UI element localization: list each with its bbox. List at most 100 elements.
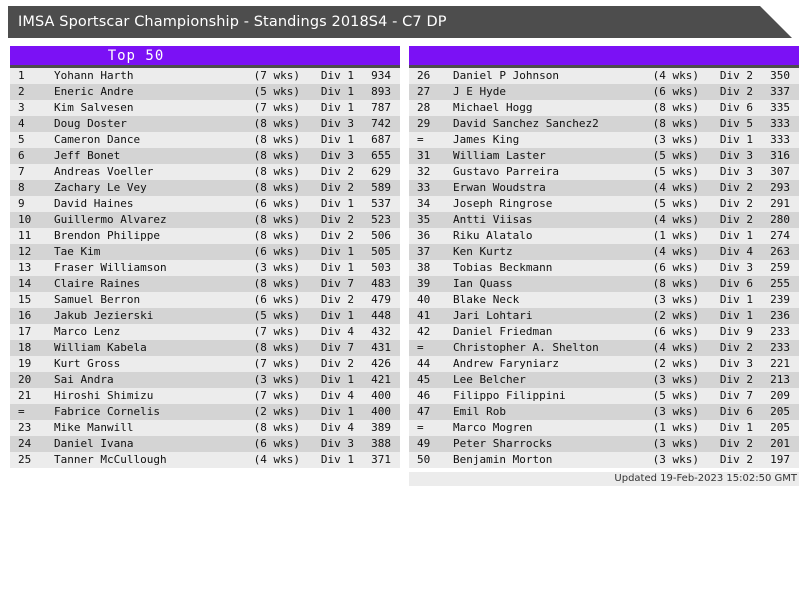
standings-panel-left: Top 50 1 Yohann Harth (7 wks) Div 1 934 2 Ener… [10,46,400,468]
row-weeks: (8 wks) [253,421,300,434]
row-rank: 14 [18,277,32,290]
standings-panel-right: 26 Daniel P Johnson (4 wks) Div 2 350 27 J E H… [409,46,799,468]
row-weeks: (2 wks) [253,405,300,418]
row-rank: 20 [18,373,32,386]
row-rank: = [417,133,424,146]
panel-header-left: Top 50 [10,46,400,68]
row-weeks: (4 wks) [652,69,699,82]
row-name: Tae Kim [54,245,101,258]
row-points: 274 [770,229,790,242]
row-name: Samuel Berron [54,293,141,306]
table-row: 11 Brendon Philippe (8 wks) Div 2 506 [10,228,400,244]
row-name: Ken Kurtz [453,245,513,258]
row-rank: 25 [18,453,32,466]
table-row: 49 Peter Sharrocks (3 wks) Div 2 201 [409,436,799,452]
row-name: Daniel Ivana [54,437,134,450]
row-rank: 33 [417,181,431,194]
row-rank: = [18,405,25,418]
row-weeks: (8 wks) [253,341,300,354]
row-division: Div 1 [320,453,354,466]
row-points: 787 [371,101,391,114]
row-points: 426 [371,357,391,370]
row-points: 221 [770,357,790,370]
row-division: Div 1 [320,197,354,210]
row-weeks: (5 wks) [253,85,300,98]
row-points: 479 [371,293,391,306]
row-division: Div 4 [320,421,354,434]
row-rank: 36 [417,229,431,242]
row-points: 205 [770,405,790,418]
row-division: Div 2 [320,229,354,242]
table-row: 18 William Kabela (8 wks) Div 7 431 [10,340,400,356]
row-points: 483 [371,277,391,290]
row-points: 448 [371,309,391,322]
row-rank: 12 [18,245,32,258]
row-weeks: (6 wks) [253,245,300,258]
row-division: Div 3 [320,149,354,162]
row-weeks: (4 wks) [652,213,699,226]
row-points: 255 [770,277,790,290]
row-division: Div 2 [719,197,753,210]
table-row: 29 David Sanchez Sanchez2 (8 wks) Div 5 333 [409,116,799,132]
row-division: Div 7 [320,277,354,290]
table-row: 5 Cameron Dance (8 wks) Div 1 687 [10,132,400,148]
row-weeks: (8 wks) [253,165,300,178]
row-name: Christopher A. Shelton [453,341,599,354]
row-division: Div 2 [320,181,354,194]
row-weeks: (8 wks) [253,133,300,146]
row-rank: 34 [417,197,431,210]
row-name: Emil Rob [453,405,506,418]
row-weeks: (6 wks) [253,197,300,210]
row-rank: 35 [417,213,431,226]
row-rank: 11 [18,229,32,242]
row-division: Div 6 [719,101,753,114]
row-division: Div 2 [320,357,354,370]
row-division: Div 1 [320,85,354,98]
row-division: Div 2 [320,165,354,178]
row-points: 333 [770,133,790,146]
row-points: 537 [371,197,391,210]
row-points: 421 [371,373,391,386]
row-points: 233 [770,325,790,338]
row-weeks: (3 wks) [652,405,699,418]
row-rank: 10 [18,213,32,226]
table-row: = Christopher A. Shelton (4 wks) Div 2 233 [409,340,799,356]
table-row: 13 Fraser Williamson (3 wks) Div 1 503 [10,260,400,276]
row-weeks: (8 wks) [652,277,699,290]
row-points: 335 [770,101,790,114]
table-row: 44 Andrew Faryniarz (2 wks) Div 3 221 [409,356,799,372]
row-weeks: (5 wks) [652,149,699,162]
row-points: 388 [371,437,391,450]
panel-header-title-left: Top 50 [107,47,165,64]
row-name: David Haines [54,197,134,210]
table-row: 27 J E Hyde (6 wks) Div 2 337 [409,84,799,100]
row-points: 687 [371,133,391,146]
table-row: 14 Claire Raines (8 wks) Div 7 483 [10,276,400,292]
row-name: Daniel Friedman [453,325,553,338]
row-weeks: (3 wks) [652,373,699,386]
row-points: 263 [770,245,790,258]
table-row: 4 Doug Doster (8 wks) Div 3 742 [10,116,400,132]
row-points: 280 [770,213,790,226]
row-weeks: (5 wks) [652,197,699,210]
row-name: Eneric Andre [54,85,134,98]
row-weeks: (3 wks) [652,453,699,466]
row-name: Benjamin Morton [453,453,553,466]
table-row: 38 Tobias Beckmann (6 wks) Div 3 259 [409,260,799,276]
table-row: 34 Joseph Ringrose (5 wks) Div 2 291 [409,196,799,212]
row-rank: 31 [417,149,431,162]
row-division: Div 1 [719,309,753,322]
row-division: Div 1 [320,133,354,146]
table-row: 24 Daniel Ivana (6 wks) Div 3 388 [10,436,400,452]
row-points: 316 [770,149,790,162]
row-division: Div 3 [320,437,354,450]
row-name: Andrew Faryniarz [453,357,559,370]
row-rank: 24 [18,437,32,450]
table-row: 12 Tae Kim (6 wks) Div 1 505 [10,244,400,260]
row-division: Div 3 [719,357,753,370]
table-row: 9 David Haines (6 wks) Div 1 537 [10,196,400,212]
row-points: 337 [770,85,790,98]
row-weeks: (8 wks) [253,181,300,194]
row-weeks: (4 wks) [652,245,699,258]
row-division: Div 5 [719,117,753,130]
